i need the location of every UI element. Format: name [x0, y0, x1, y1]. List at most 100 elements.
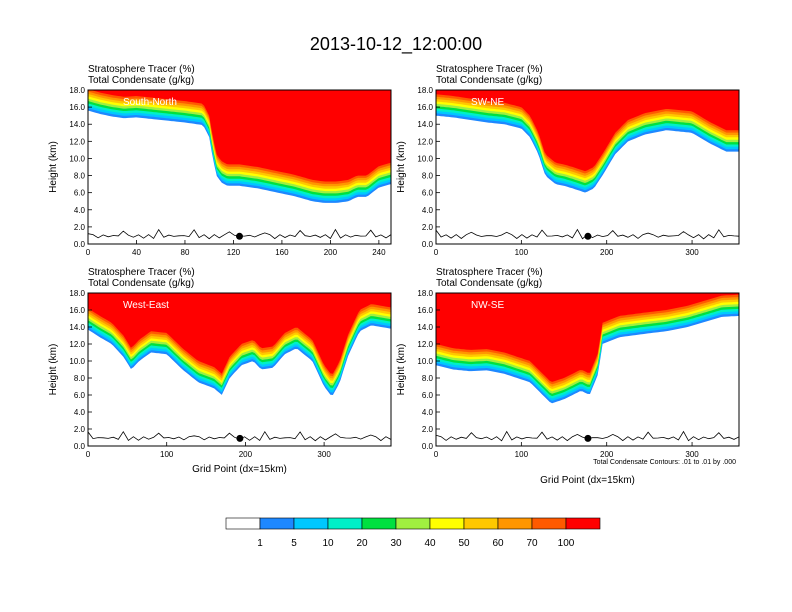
- y-tick-label: 2.0: [74, 425, 86, 434]
- tracer-field: [88, 90, 391, 240]
- x-tick-label: 100: [515, 248, 529, 257]
- x-tick-label: 240: [372, 248, 386, 257]
- x-axis-label: Grid Point (dx=15km): [540, 475, 635, 486]
- y-tick-label: 4.0: [422, 206, 434, 215]
- y-tick-label: 10.0: [417, 357, 433, 366]
- tracer-field: [436, 293, 739, 442]
- y-tick-label: 2.0: [422, 223, 434, 232]
- y-tick-label: 6.0: [74, 391, 86, 400]
- colorbar-label: 40: [424, 538, 436, 549]
- tracer-band-0: [88, 90, 391, 182]
- x-tick-label: 300: [685, 450, 699, 459]
- location-marker: [584, 434, 592, 442]
- colorbar-label: 100: [558, 538, 575, 549]
- colorbar-label: 60: [492, 538, 504, 549]
- y-tick-label: 8.0: [74, 172, 86, 181]
- y-tick-label: 18.0: [417, 86, 433, 95]
- colorbar: 1 5 10 20 30 40 50 60 70 100: [225, 517, 601, 549]
- y-tick-label: 8.0: [422, 374, 434, 383]
- x-tick-label: 120: [227, 248, 241, 257]
- y-tick-label: 0.0: [422, 442, 434, 451]
- colorbar-label: 70: [526, 538, 538, 549]
- colorbar-label: 5: [291, 538, 297, 549]
- y-axis-label: Height (km): [396, 141, 407, 193]
- y-tick-label: 8.0: [74, 374, 86, 383]
- x-tick-label: 0: [434, 248, 439, 257]
- colorbar-swatch: [327, 517, 363, 530]
- tracer-band-0: [436, 293, 739, 382]
- field-label: Total Condensate (g/kg): [436, 278, 542, 289]
- field-label: Stratosphere Tracer (%): [436, 267, 543, 278]
- colorbar-swatch: [293, 517, 329, 530]
- y-tick-label: 18.0: [69, 289, 85, 298]
- y-tick-label: 12.0: [69, 137, 85, 146]
- field-label: Total Condensate (g/kg): [88, 75, 194, 86]
- colorbar-label: 10: [322, 538, 334, 549]
- tracer-band-0: [88, 293, 391, 374]
- x-tick-label: 0: [434, 450, 439, 459]
- y-tick-label: 4.0: [422, 408, 434, 417]
- plot-frame: [435, 89, 740, 245]
- panel-label: West-East: [123, 300, 169, 311]
- panel-sw-ne: Stratosphere Tracer (%)Total Condensate …: [396, 64, 740, 257]
- y-tick-label: 10.0: [69, 154, 85, 163]
- x-tick-label: 200: [239, 450, 253, 459]
- x-tick-label: 200: [600, 450, 614, 459]
- x-tick-label: 300: [317, 450, 331, 459]
- panel-label: NW-SE: [471, 300, 504, 311]
- y-tick-label: 18.0: [69, 86, 85, 95]
- x-axis-label: Grid Point (dx=15km): [192, 464, 287, 475]
- y-tick-label: 16.0: [69, 306, 85, 315]
- y-tick-label: 4.0: [74, 206, 86, 215]
- colorbar-label: 50: [458, 538, 470, 549]
- y-tick-label: 16.0: [69, 103, 85, 112]
- colorbar-swatch: [361, 517, 397, 530]
- y-tick-label: 12.0: [417, 340, 433, 349]
- x-tick-label: 100: [160, 450, 174, 459]
- y-tick-label: 14.0: [417, 120, 433, 129]
- y-axis-label: Height (km): [48, 344, 59, 396]
- colorbar-swatch: [395, 517, 431, 530]
- y-tick-label: 16.0: [417, 306, 433, 315]
- x-tick-label: 200: [324, 248, 338, 257]
- y-tick-label: 6.0: [422, 391, 434, 400]
- x-tick-label: 300: [685, 248, 699, 257]
- x-tick-label: 200: [600, 248, 614, 257]
- colorbar-swatch: [565, 517, 601, 530]
- x-tick-label: 0: [86, 450, 91, 459]
- x-tick-label: 40: [132, 248, 141, 257]
- x-tick-label: 160: [275, 248, 289, 257]
- colorbar-swatch: [531, 517, 567, 530]
- y-axis-label: Height (km): [48, 141, 59, 193]
- y-tick-label: 8.0: [422, 172, 434, 181]
- panel-west-east: Stratosphere Tracer (%)Total Condensate …: [48, 267, 392, 475]
- y-tick-label: 2.0: [74, 223, 86, 232]
- tracer-field: [436, 90, 739, 240]
- panels: Stratosphere Tracer (%)Total Condensate …: [48, 64, 740, 486]
- x-tick-label: 100: [515, 450, 529, 459]
- x-tick-label: 80: [181, 248, 190, 257]
- y-tick-label: 0.0: [74, 442, 86, 451]
- y-tick-label: 2.0: [422, 425, 434, 434]
- y-tick-label: 14.0: [69, 120, 85, 129]
- field-label: Total Condensate (g/kg): [88, 278, 194, 289]
- y-tick-label: 6.0: [422, 189, 434, 198]
- x-tick-label: 0: [86, 248, 91, 257]
- location-marker: [584, 232, 592, 240]
- tracer-field: [88, 293, 391, 442]
- y-tick-label: 14.0: [417, 323, 433, 332]
- plot-frame: [87, 292, 392, 447]
- plot-frame: [87, 89, 392, 245]
- contour-note: Total Condensate Contours: .01 to .01 by…: [593, 459, 736, 466]
- y-axis-label: Height (km): [396, 344, 407, 396]
- y-tick-label: 18.0: [417, 289, 433, 298]
- colorbar-swatch: [429, 517, 465, 530]
- y-tick-label: 10.0: [69, 357, 85, 366]
- y-tick-label: 0.0: [74, 240, 86, 249]
- plot-frame: [435, 292, 740, 447]
- colorbar-swatch: [497, 517, 533, 530]
- y-tick-label: 0.0: [422, 240, 434, 249]
- colorbar-label: 1: [257, 538, 263, 549]
- location-marker: [236, 232, 243, 240]
